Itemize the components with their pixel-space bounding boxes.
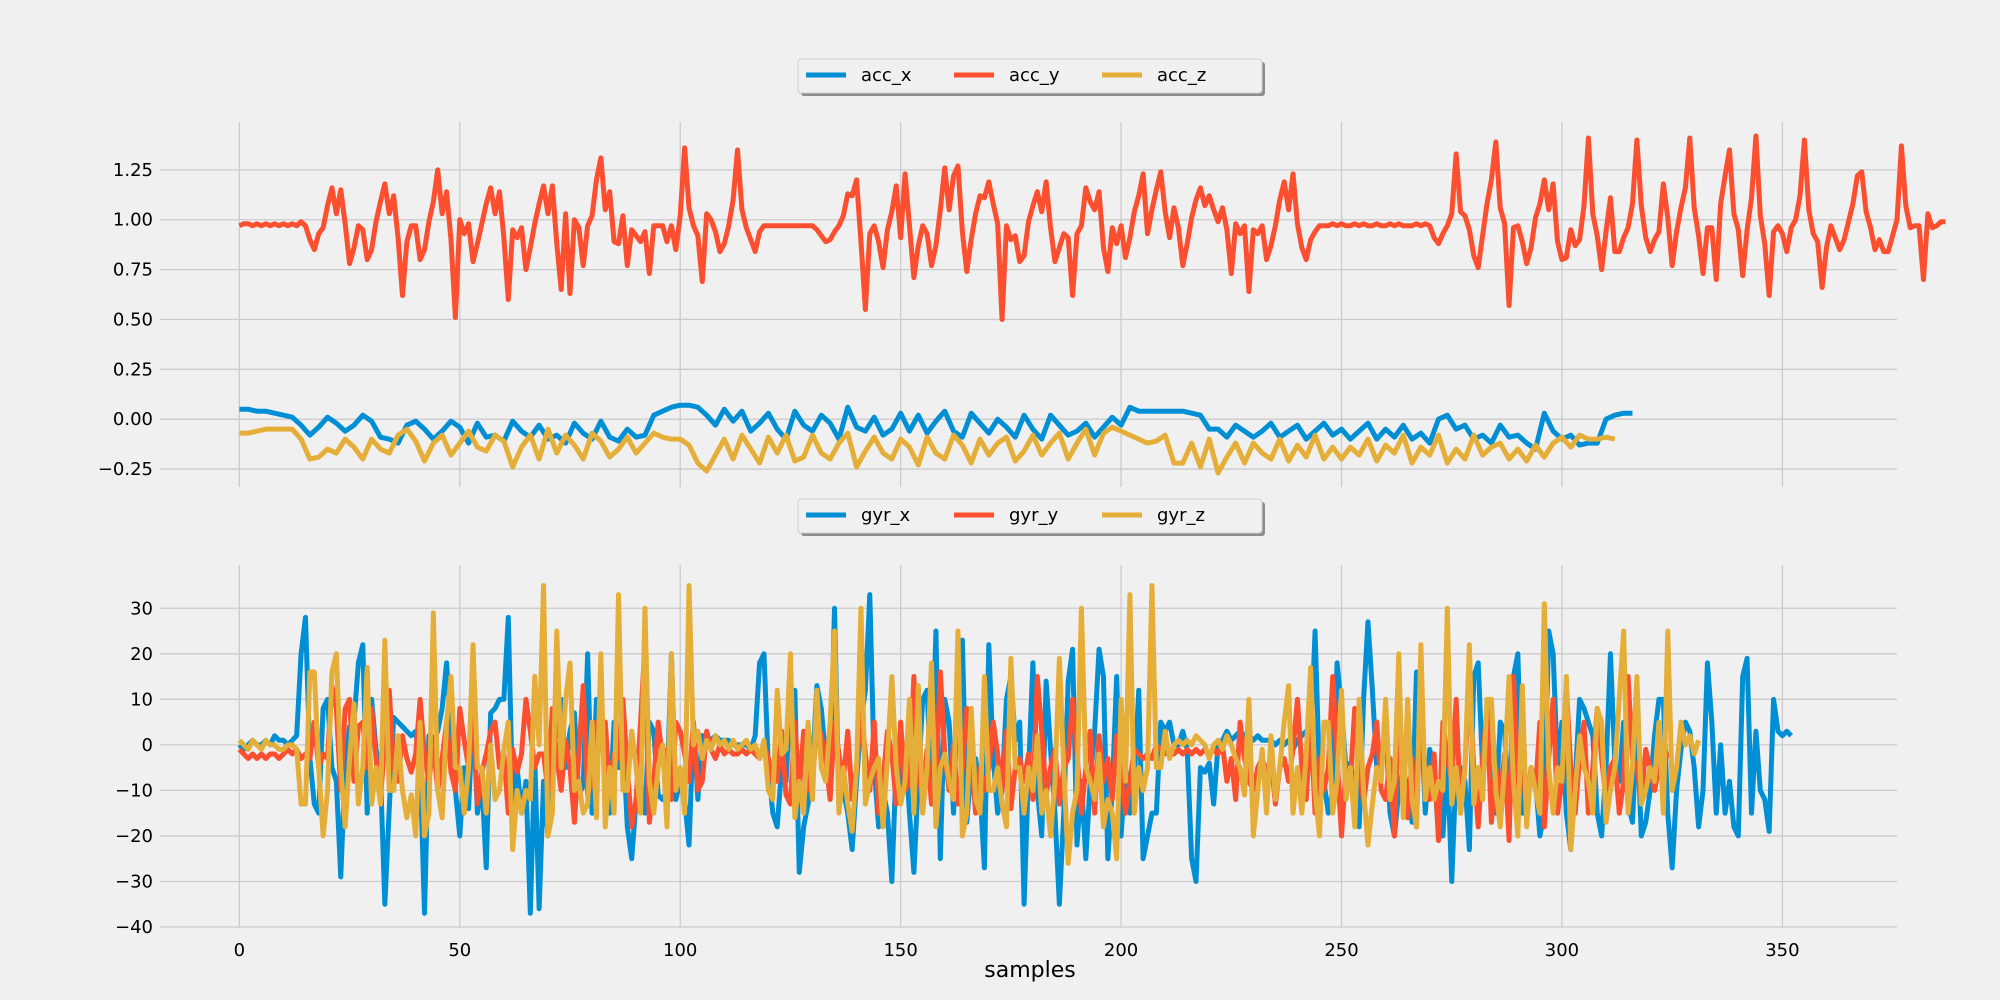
acceleration-legend[interactable]: acc_x acc_y acc_z bbox=[797, 58, 1265, 96]
legend-box bbox=[797, 498, 1263, 534]
series-line-gyr_z bbox=[237, 582, 1701, 866]
gyroscope-series bbox=[237, 582, 1793, 916]
y-tick-label: −20 bbox=[115, 826, 153, 847]
acceleration-tick-labels: −0.25 0.00 0.25 0.50 0.75 1.00 1.25 bbox=[98, 160, 153, 480]
y-tick-label: 1.25 bbox=[113, 160, 153, 181]
y-tick-label: 0.00 bbox=[113, 409, 153, 430]
y-tick-label: −30 bbox=[115, 871, 153, 892]
y-tick-label: 0 bbox=[142, 735, 153, 756]
x-tick-label: 0 bbox=[234, 940, 245, 961]
legend-label-gyr_y[interactable]: gyr_y bbox=[1009, 505, 1058, 526]
y-tick-label: −0.25 bbox=[98, 459, 153, 480]
x-tick-label: 150 bbox=[883, 940, 917, 961]
y-tick-label: −10 bbox=[115, 780, 153, 801]
x-tick-label: 300 bbox=[1545, 940, 1579, 961]
y-tick-label: 0.50 bbox=[113, 309, 153, 330]
y-tick-label: 1.00 bbox=[113, 210, 153, 231]
x-tick-label: 350 bbox=[1765, 940, 1799, 961]
y-tick-label: 30 bbox=[130, 598, 153, 619]
series-line-acc_z bbox=[239, 424, 1616, 476]
x-tick-label: 200 bbox=[1104, 940, 1138, 961]
y-tick-label: 20 bbox=[130, 644, 153, 665]
y-tick-label: 10 bbox=[130, 689, 153, 710]
legend-label-gyr_x[interactable]: gyr_x bbox=[861, 505, 910, 526]
legend-label-gyr_z[interactable]: gyr_z bbox=[1157, 505, 1205, 526]
legend-label-acc_z[interactable]: acc_z bbox=[1157, 65, 1206, 86]
x-tick-label: 250 bbox=[1324, 940, 1358, 961]
x-tick-label: 50 bbox=[448, 940, 471, 961]
legend-label-acc_x[interactable]: acc_x bbox=[861, 65, 912, 86]
gyroscope-tick-labels: 0 50 100 150 200 250 300 350 −40 −30 −20 −10 0 10 20 30 bbox=[115, 598, 1800, 961]
x-axis-label: samples bbox=[984, 958, 1075, 983]
gyroscope-legend[interactable]: gyr_x gyr_y gyr_z bbox=[797, 498, 1265, 536]
acceleration-series bbox=[238, 133, 1946, 476]
legend-box bbox=[797, 58, 1263, 94]
y-tick-label: −40 bbox=[115, 917, 153, 938]
series-line-acc_y bbox=[238, 133, 1946, 322]
legend-label-acc_y[interactable]: acc_y bbox=[1009, 65, 1060, 86]
acceleration-subplot: −0.25 0.00 0.25 0.50 0.75 1.00 1.25 acc_x acc_y… bbox=[98, 58, 1946, 487]
y-tick-label: 0.25 bbox=[113, 359, 153, 380]
y-tick-label: 0.75 bbox=[113, 260, 153, 281]
x-tick-label: 100 bbox=[663, 940, 697, 961]
gyroscope-subplot: 0 50 100 150 200 250 300 350 −40 −30 −20 −10 0 10 20 30… bbox=[115, 498, 1897, 961]
